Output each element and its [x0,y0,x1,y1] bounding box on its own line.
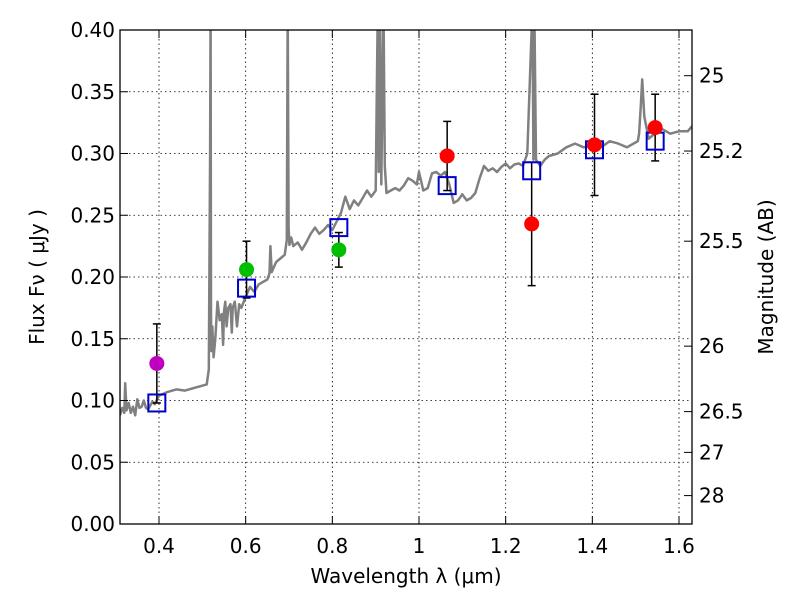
y-tick-label: 0.35 [70,80,115,104]
observed-point [331,242,347,258]
y-tick-label: 0.15 [70,327,115,351]
right-tick-label: 27 [699,440,724,464]
model-point [147,393,167,413]
observed-point [439,148,455,164]
observed-point [524,216,540,232]
model-point [237,278,257,298]
observed-photometry-markers [149,120,663,371]
y-axis-title-right: Magnitude (AB) [754,199,778,354]
x-tick-label: 1.2 [490,534,522,558]
y-tick-label: 0.05 [70,450,115,474]
x-tick-label: 1.4 [576,534,608,558]
model-point [329,218,349,238]
right-tick-label: 25.5 [699,229,744,253]
x-tick-label: 1 [413,534,426,558]
y-tick-label: 0.00 [70,512,115,536]
model-spectrum-line [120,30,692,417]
y-tick-label: 0.25 [70,203,115,227]
model-point [522,161,542,181]
observed-point [239,262,255,278]
y-tick-label: 0.20 [70,265,115,289]
right-tick-label: 25 [699,64,724,88]
right-tick-label: 28 [699,484,724,508]
x-tick-labels: 0.4 0.6 0.8 1 1.2 1.4 1.6 [143,534,695,558]
right-tick-label: 26.5 [699,400,744,424]
y-tick-label: 0.30 [70,142,115,166]
y-axis-title-left: Flux Fν ( μJy ) [25,209,49,345]
x-axis-title: Wavelength λ (μm) [310,564,501,588]
x-tick-label: 0.8 [316,534,348,558]
model-spectrum-layer [120,30,692,417]
observed-point [149,355,165,371]
x-tick-label: 1.6 [663,534,695,558]
right-tick-labels: 25 25.2 25.5 26 26.5 27 28 [699,64,744,508]
y-tick-label: 0.10 [70,389,115,413]
model-point [437,176,457,196]
right-tick-label: 26 [699,334,724,358]
observed-point [647,120,663,136]
observed-point [587,137,602,153]
axis-ticks [120,29,692,525]
y-tick-labels: 0.00 0.05 0.10 0.15 0.20 0.25 0.30 0.35 0.40 [70,18,115,536]
x-tick-label: 0.6 [230,534,262,558]
y-tick-label: 0.40 [70,18,115,42]
x-tick-label: 0.4 [143,534,175,558]
right-tick-label: 25.2 [699,139,744,163]
